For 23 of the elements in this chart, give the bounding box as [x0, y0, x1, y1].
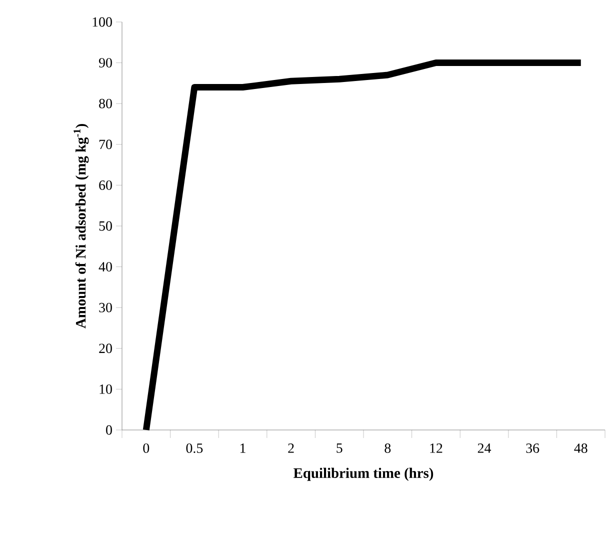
y-tick-label: 80 — [99, 98, 112, 108]
y-tick-label: 40 — [98, 262, 112, 272]
x-tick-label: 0 — [143, 444, 150, 453]
y-tick-label: 10 — [100, 384, 112, 394]
y-tick-label: 50 — [99, 221, 112, 231]
x-tick-label: 5 — [336, 443, 342, 453]
x-tick-label: 12 — [430, 444, 442, 453]
y-tick-label: 70 — [99, 140, 112, 150]
x-tick-label: 2 — [288, 444, 294, 453]
x-tick-label: 1 — [240, 443, 246, 453]
x-tick-label: 0.5 — [186, 444, 203, 453]
y-tick-label: 90 — [98, 58, 112, 68]
x-tick-label: 36 — [526, 444, 540, 453]
y-tick-label: 100 — [92, 17, 112, 27]
y-tick-label: 30 — [99, 302, 112, 312]
y-axis-title: Amount of Ni adsorbed (mg kg$^{-1}$) — [74, 124, 89, 328]
x-tick-label: 48 — [574, 444, 588, 453]
y-tick-label: 0 — [106, 425, 112, 435]
x-tick-label: 8 — [384, 444, 391, 453]
y-tick-label: 20 — [99, 344, 112, 354]
y-tick-label: 60 — [99, 180, 112, 190]
x-axis-title: Equilibrium time (hrs) — [294, 468, 434, 481]
x-tick-label: 24 — [478, 444, 492, 453]
